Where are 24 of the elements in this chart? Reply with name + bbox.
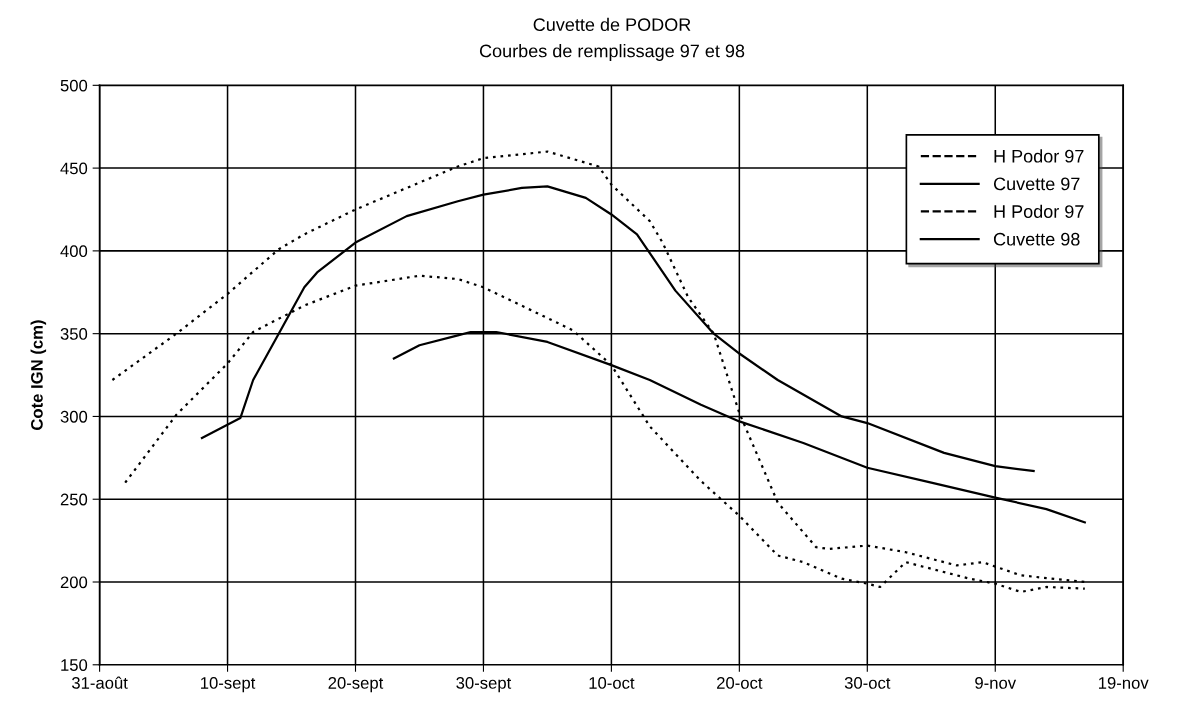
y-tick-label: 400 bbox=[60, 245, 88, 258]
chart-subtitle: Courbes de remplissage 97 et 98 bbox=[479, 44, 745, 61]
x-tick-label: 10-oct bbox=[589, 677, 635, 689]
x-tick-label: 20-oct bbox=[717, 677, 763, 689]
y-tick-label: 250 bbox=[60, 493, 88, 506]
y-tick-label: 500 bbox=[60, 79, 88, 92]
x-tick-label: 31-août bbox=[71, 676, 128, 689]
y-axis-title: Cote IGN (cm) bbox=[30, 320, 47, 430]
x-tick-label: 30-sept bbox=[456, 677, 512, 693]
x-tick-label: 30-oct bbox=[844, 677, 891, 689]
y-tick-label: 450 bbox=[60, 162, 88, 175]
chart-title: Cuvette de PODOR bbox=[533, 17, 691, 32]
x-tick-label: 19-nov bbox=[1098, 677, 1149, 689]
x-tick-label: 20-sept bbox=[328, 677, 384, 693]
x-tick-label: 10-sept bbox=[201, 677, 256, 693]
y-tick-label: 350 bbox=[60, 328, 88, 340]
legend-label: H Podor 97 bbox=[994, 204, 1084, 218]
legend-label: Cuvette 97 bbox=[993, 177, 1080, 191]
x-tick-label: 9-nov bbox=[975, 677, 1017, 689]
legend-label: Cuvette 98 bbox=[993, 232, 1080, 246]
y-tick-label: 200 bbox=[60, 576, 88, 589]
legend-label: H Podor 97 bbox=[994, 149, 1084, 163]
y-tick-label: 300 bbox=[60, 410, 88, 423]
y-tick-label: 150 bbox=[61, 659, 88, 671]
